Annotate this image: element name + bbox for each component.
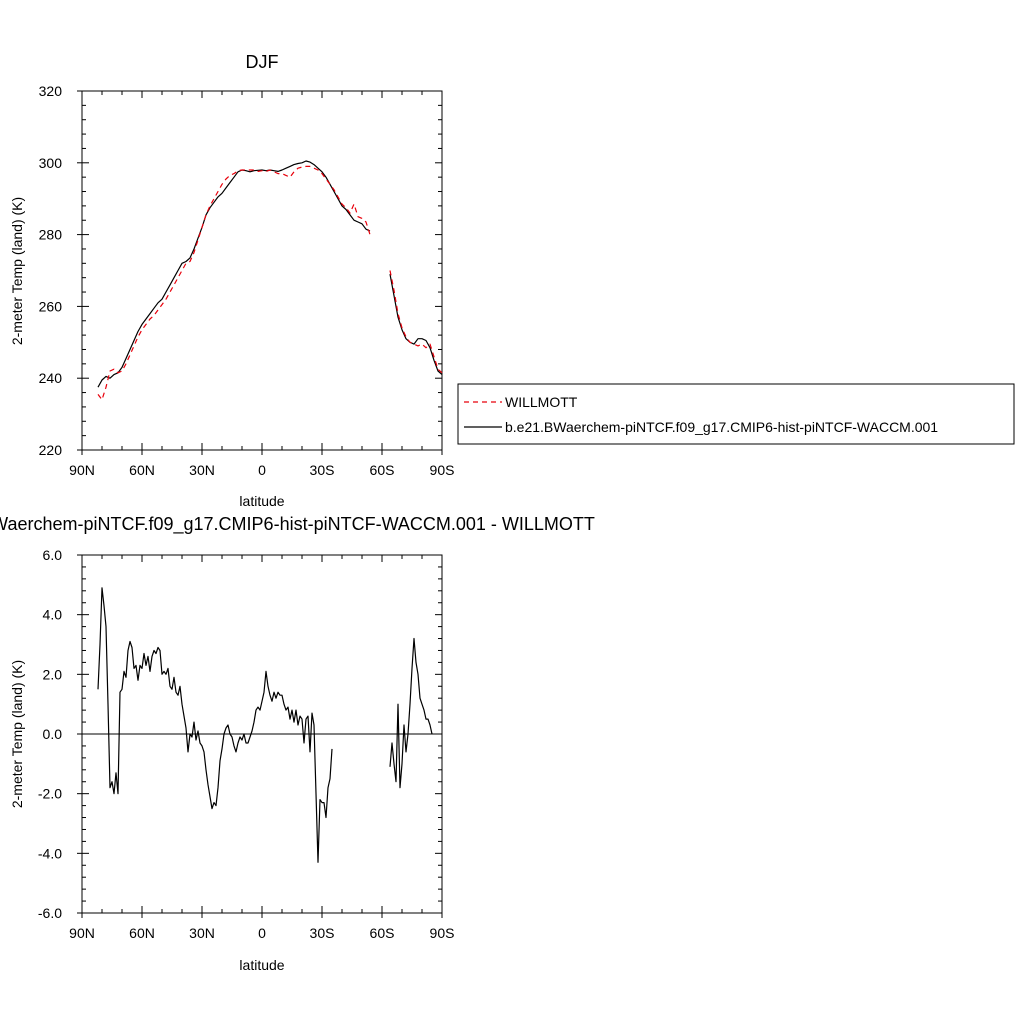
top-x-axis-label: latitude bbox=[239, 493, 284, 509]
bottom-series-model-line bbox=[97, 587, 333, 863]
bottom-x-tick-label: 90N bbox=[69, 925, 95, 941]
top-x-tick-label: 90S bbox=[430, 462, 455, 478]
top-panel: DJF 220 240 260 280 300 320 90N 60N 30N 0 30S 60S 90… bbox=[9, 52, 454, 509]
top-y-tick-label: 240 bbox=[39, 370, 63, 386]
top-plot-frame bbox=[81, 90, 443, 451]
top-x-tick-label: 90N bbox=[69, 462, 95, 478]
top-y-axis-label: 2-meter Temp (land) (K) bbox=[9, 197, 25, 345]
bottom-chart-title: b.e21.BWaerchem-piNTCF.f09_g17.CMIP6-his… bbox=[0, 514, 595, 535]
top-y-tick-label: 320 bbox=[39, 83, 63, 99]
top-y-tick-label: 300 bbox=[39, 155, 63, 171]
bottom-panel: b.e21.BWaerchem-piNTCF.f09_g17.CMIP6-his… bbox=[0, 514, 595, 973]
bottom-series-model-line bbox=[389, 637, 433, 789]
top-x-tick-label: 0 bbox=[258, 462, 266, 478]
top-x-tick-label: 30N bbox=[189, 462, 215, 478]
bottom-plot-area: -6.0 -4.0 -2.0 0.0 2.0 4.0 6.0 90N 60N 30N 0 30S 60S… bbox=[38, 547, 455, 941]
bottom-y-tick-label: -4.0 bbox=[38, 845, 62, 861]
bottom-x-tick-label: 30S bbox=[310, 925, 335, 941]
top-x-tick-label: 60N bbox=[129, 462, 155, 478]
top-series-model-line bbox=[97, 160, 371, 388]
top-y-tick-label: 220 bbox=[39, 442, 63, 458]
legend-box bbox=[457, 383, 1015, 445]
bottom-y-tick-label: -6.0 bbox=[38, 905, 62, 921]
top-series-willmott-line bbox=[389, 270, 443, 374]
legend: WILLMOTT b.e21.BWaerchem-piNTCF.f09_g17.… bbox=[457, 383, 1015, 445]
legend-label-model: b.e21.BWaerchem-piNTCF.f09_g17.CMIP6-his… bbox=[505, 419, 938, 435]
bottom-y-tick-label: -2.0 bbox=[38, 786, 62, 802]
bottom-y-tick-label: 6.0 bbox=[43, 547, 63, 563]
top-series-model-line bbox=[389, 273, 443, 376]
bottom-y-tick-label: 4.0 bbox=[43, 607, 63, 623]
bottom-x-tick-label: 90S bbox=[430, 925, 455, 941]
bottom-x-tick-label: 30N bbox=[189, 925, 215, 941]
bottom-x-tick-label: 60S bbox=[370, 925, 395, 941]
top-x-tick-label: 30S bbox=[310, 462, 335, 478]
bottom-x-tick-label: 0 bbox=[258, 925, 266, 941]
bottom-y-axis-label: 2-meter Temp (land) (K) bbox=[9, 660, 25, 808]
top-chart-title: DJF bbox=[246, 52, 279, 72]
top-y-tick-label: 280 bbox=[39, 227, 63, 243]
top-plot-area: 220 240 260 280 300 320 90N 60N 30N 0 30S 60S 90S bbox=[39, 83, 455, 478]
bottom-x-axis-label: latitude bbox=[239, 957, 284, 973]
top-y-tick-label: 260 bbox=[39, 298, 63, 314]
bottom-x-tick-label: 60N bbox=[129, 925, 155, 941]
legend-label-willmott: WILLMOTT bbox=[505, 394, 578, 410]
bottom-y-tick-label: 2.0 bbox=[43, 666, 63, 682]
top-x-tick-label: 60S bbox=[370, 462, 395, 478]
top-series-willmott-line bbox=[97, 165, 371, 401]
bottom-y-tick-label: 0.0 bbox=[43, 726, 63, 742]
